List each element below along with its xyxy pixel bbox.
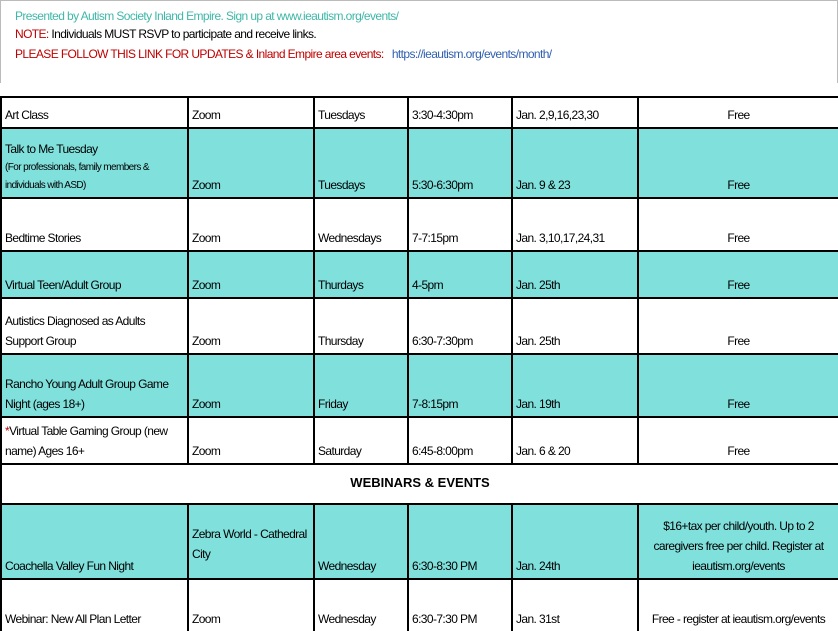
event-cost: Free <box>637 250 838 299</box>
event-name: Rancho Young Adult Group Game Night (age… <box>0 353 189 418</box>
event-row: Coachella Valley Fun Night Zebra World - … <box>0 503 838 580</box>
event-name: Talk to Me Tuesday (For professionals, fa… <box>0 127 189 199</box>
event-dates: Jan. 6 & 20 <box>511 416 639 465</box>
table-row: Rancho Young Adult Group Game Night (age… <box>0 353 838 418</box>
event-name: *Virtual Table Gaming Group (new name) A… <box>0 416 189 465</box>
event-time: 4-5pm <box>407 250 513 299</box>
event-day: Wednesday <box>313 578 409 631</box>
event-cost: Free <box>637 96 838 129</box>
event-dates: Jan. 24th <box>511 503 639 580</box>
event-title: Autistics Diagnosed as Adults Support Gr… <box>5 314 146 348</box>
event-title: Virtual Table Gaming Group (new name) Ag… <box>5 424 168 458</box>
event-row: Webinar: New All Plan Letter Zoom Wednesda… <box>0 578 838 631</box>
follow-text: PLEASE FOLLOW THIS LINK FOR UPDATES & In… <box>15 47 384 61</box>
event-time: 3:30-4:30pm <box>407 96 513 129</box>
event-dates: Jan. 9 & 23 <box>511 127 639 199</box>
event-name: Webinar: New All Plan Letter <box>0 578 189 631</box>
event-time: 6:30-7:30 PM <box>407 578 513 631</box>
event-time: 6:30-8:30 PM <box>407 503 513 580</box>
event-name: Autistics Diagnosed as Adults Support Gr… <box>0 297 189 355</box>
event-day: Thursday <box>313 297 409 355</box>
event-time: 7-8:15pm <box>407 353 513 418</box>
event-day: Tuesdays <box>313 96 409 129</box>
table-row: Bedtime Stories Zoom Wednesdays 7-7:15pm Jan… <box>0 197 838 252</box>
event-time: 7-7:15pm <box>407 197 513 252</box>
presented-by: Presented by Autism Society Inland Empir… <box>15 9 399 23</box>
event-name: Coachella Valley Fun Night <box>0 503 189 580</box>
event-location: Zoom <box>187 197 315 252</box>
section-title: WEBINARS & EVENTS <box>0 463 838 505</box>
event-title: Virtual Teen/Adult Group <box>5 278 122 292</box>
note-line: NOTE: Individuals MUST RSVP to participa… <box>15 27 317 41</box>
note-label: NOTE: <box>15 27 49 41</box>
event-location: Zoom <box>187 127 315 199</box>
table-row: Autistics Diagnosed as Adults Support Gr… <box>0 297 838 355</box>
table-row: *Virtual Table Gaming Group (new name) A… <box>0 416 838 465</box>
follow-line: PLEASE FOLLOW THIS LINK FOR UPDATES & In… <box>15 47 552 61</box>
event-day: Thurdays <box>313 250 409 299</box>
event-cost: Free - register at ieautism.org/events <box>637 578 838 631</box>
event-cost: Free <box>637 416 838 465</box>
new-marker: * <box>5 424 10 438</box>
table-row: Virtual Teen/Adult Group Zoom Thurdays 4-5p… <box>0 250 838 299</box>
event-dates: Jan. 3,10,17,24,31 <box>511 197 639 252</box>
event-cost: Free <box>637 297 838 355</box>
event-time: 6:30-7:30pm <box>407 297 513 355</box>
event-dates: Jan. 25th <box>511 250 639 299</box>
event-title: Art Class <box>5 108 49 122</box>
event-location: Zoom <box>187 416 315 465</box>
event-day: Tuesdays <box>313 127 409 199</box>
event-dates: Jan. 31st <box>511 578 639 631</box>
event-location: Zoom <box>187 578 315 631</box>
event-dates: Jan. 25th <box>511 297 639 355</box>
event-time: 5:30-6:30pm <box>407 127 513 199</box>
event-location: Zoom <box>187 96 315 129</box>
table-row: Talk to Me Tuesday (For professionals, fa… <box>0 127 838 199</box>
event-time: 6:45-8:00pm <box>407 416 513 465</box>
event-day: Wednesday <box>313 503 409 580</box>
event-title: Rancho Young Adult Group Game Night (age… <box>5 377 169 411</box>
event-cost: $16+tax per child/youth. Up to 2 caregiv… <box>637 503 838 580</box>
event-dates: Jan. 2,9,16,23,30 <box>511 96 639 129</box>
event-name: Virtual Teen/Adult Group <box>0 250 189 299</box>
event-name: Bedtime Stories <box>0 197 189 252</box>
section-row: WEBINARS & EVENTS <box>0 463 838 505</box>
event-name: Art Class <box>0 96 189 129</box>
events-table: Art Class Zoom Tuesdays 3:30-4:30pm Jan. 2,9… <box>0 96 838 631</box>
event-title: Bedtime Stories <box>5 231 81 245</box>
event-location: Zoom <box>187 250 315 299</box>
event-cost: Free <box>637 197 838 252</box>
event-day: Saturday <box>313 416 409 465</box>
event-subtitle: (For professionals, family members & ind… <box>5 162 150 191</box>
event-cost: Free <box>637 127 838 199</box>
event-location: Zoom <box>187 353 315 418</box>
event-location: Zebra World - Cathedral City <box>187 503 315 580</box>
header-notes: Presented by Autism Society Inland Empir… <box>0 0 838 83</box>
event-location: Zoom <box>187 297 315 355</box>
event-day: Friday <box>313 353 409 418</box>
event-cost: Free <box>637 353 838 418</box>
event-dates: Jan. 19th <box>511 353 639 418</box>
event-day: Wednesdays <box>313 197 409 252</box>
follow-link[interactable]: https://ieautism.org/events/month/ <box>391 47 552 61</box>
table-row: Art Class Zoom Tuesdays 3:30-4:30pm Jan. 2,9… <box>0 96 838 129</box>
event-title: Talk to Me Tuesday <box>5 142 98 156</box>
note-text: Individuals MUST RSVP to participate and… <box>51 27 317 41</box>
